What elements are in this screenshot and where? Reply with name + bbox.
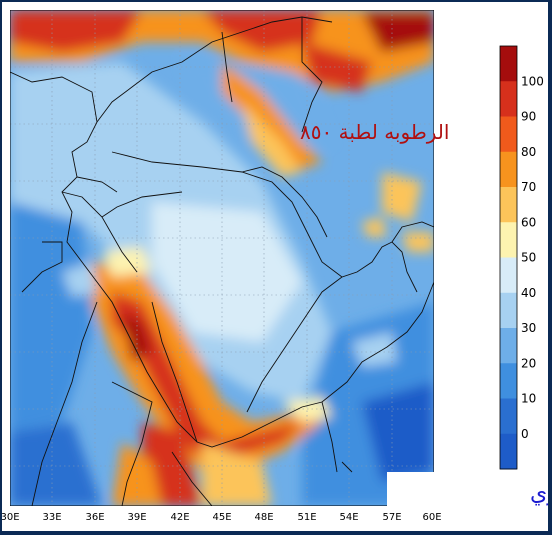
colorbar-swatch [500,257,517,294]
colorbar-swatch [500,433,517,470]
x-tick-label: 54E [339,512,358,523]
x-tick-label: 36E [85,512,104,523]
map-gridlines [10,10,434,506]
colorbar-label: 0 [521,427,529,441]
map-frame: 30E 33E 36E 39E 42E 45E 48E 51E 54E 57E … [2,2,548,531]
colorbar-swatch [500,187,517,223]
colorbar-swatch [500,151,517,188]
x-tick-label: 30E [2,512,20,523]
x-axis: 30E 33E 36E 39E 42E 45E 48E 51E 54E 57E … [2,512,442,523]
colorbar-swatch [500,81,517,117]
x-tick-label: 33E [42,512,61,523]
colorbar-swatch [500,222,517,258]
map-title: الرطوبه لطبة ٨٥٠ [300,120,449,144]
colorbar-swatch [500,46,517,82]
colorbar-label: 30 [521,321,536,335]
x-tick-label: 48E [254,512,273,523]
x-tick-label: 57E [382,512,401,523]
colorbar-swatch [500,398,517,435]
colorbar-label: 90 [521,110,536,124]
colorbar-border [499,45,518,470]
colorbar-label: 10 [521,392,536,406]
colorbar-swatch [500,363,517,399]
colorbar-label: 60 [521,215,536,229]
colorbar-swatch [500,292,517,329]
author-credit: حامد البراري [530,481,548,506]
author-box [387,472,547,508]
map-borders [10,16,434,506]
colorbar-label: 40 [521,286,536,300]
colorbar-label: 20 [521,356,536,370]
colorbar-swatch [500,116,517,153]
x-tick-label: 42E [170,512,189,523]
colorbar-label: 80 [521,145,536,159]
humidity-map: 30E 33E 36E 39E 42E 45E 48E 51E 54E 57E … [2,10,548,523]
colorbar-label: 100 [521,74,544,88]
map-plot-area [10,10,434,506]
colorbar-swatch [500,328,517,364]
colorbar-label: 50 [521,251,536,265]
x-tick-label: 51E [297,512,316,523]
x-tick-label: 39E [127,512,146,523]
x-tick-label: 60E [422,512,441,523]
colorbar-label: 70 [521,180,536,194]
x-tick-label: 45E [212,512,231,523]
